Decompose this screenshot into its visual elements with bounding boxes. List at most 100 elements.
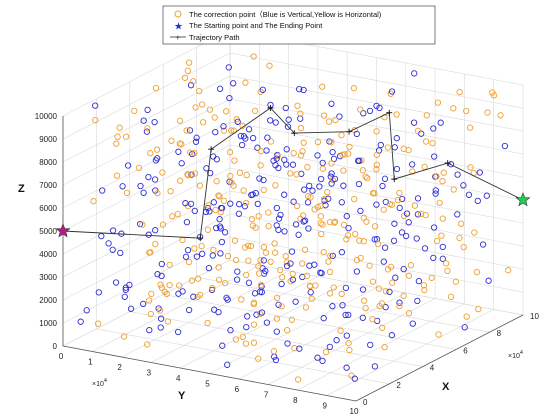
correction-point: [373, 151, 381, 158]
correction-point: [185, 172, 192, 179]
correction-point: [320, 249, 327, 256]
correction-point: [236, 169, 244, 176]
correction-point: [157, 315, 165, 322]
correction-point: [206, 106, 214, 113]
correction-point: [317, 269, 324, 276]
x-axis-label: X: [442, 381, 450, 393]
axes: 0100020003000400050006000700080009000100…: [35, 112, 540, 416]
correction-point: [159, 221, 167, 228]
correction-point: [414, 127, 422, 135]
correction-point: [206, 208, 213, 215]
correction-point: [359, 286, 367, 293]
correction-point: [199, 119, 207, 126]
z-axis-label: Z: [18, 183, 25, 195]
correction-point: [409, 161, 416, 168]
correction-point: [301, 217, 309, 224]
correction-point: [326, 268, 334, 276]
correction-point: [360, 110, 367, 117]
correction-point: [238, 296, 245, 303]
correction-point: [174, 210, 181, 218]
correction-point: [371, 223, 379, 230]
correction-point: [458, 220, 465, 227]
end-point-star-icon: [515, 192, 531, 207]
correction-point: [209, 252, 216, 259]
correction-point: [271, 353, 278, 360]
correction-point: [288, 248, 296, 255]
correction-point: [232, 336, 240, 343]
correction-point: [114, 133, 121, 140]
correction-point: [290, 198, 297, 205]
correction-point: [234, 118, 241, 125]
correction-point: [299, 148, 306, 155]
correction-point: [210, 199, 217, 206]
correction-point: [299, 260, 306, 267]
correction-point: [182, 200, 189, 207]
legend-circle-icon: [174, 10, 182, 18]
correction-point: [176, 282, 183, 289]
y-axis-label: Y: [178, 390, 186, 402]
correction-point: [405, 219, 412, 226]
correction-point: [284, 340, 291, 347]
correction-point: [340, 221, 348, 229]
correction-point: [238, 141, 246, 149]
correction-point: [400, 292, 407, 299]
correction-point: [351, 375, 358, 382]
y-tick-label: 7: [264, 391, 269, 400]
correction-point: [131, 107, 138, 115]
correction-point: [260, 243, 268, 251]
correction-point: [193, 253, 201, 260]
correction-point: [199, 250, 206, 257]
correction-point: [345, 150, 352, 157]
correction-point: [301, 246, 309, 253]
waypoint-marker: [346, 128, 353, 135]
correction-point: [263, 319, 271, 326]
correction-point: [154, 190, 161, 197]
correction-point: [289, 161, 297, 168]
correction-point: [140, 300, 147, 308]
left-wall-grid-line: [62, 75, 231, 163]
correction-point: [191, 150, 198, 157]
correction-point: [329, 148, 336, 156]
correction-point: [191, 207, 198, 215]
correction-point: [353, 130, 360, 138]
correction-point: [167, 188, 174, 195]
correction-point: [209, 284, 216, 292]
correction-point: [396, 302, 403, 310]
correction-point: [283, 262, 291, 270]
correction-point: [386, 200, 393, 208]
correction-point: [294, 376, 302, 383]
correction-point: [331, 219, 338, 226]
correction-point: [320, 112, 328, 119]
correction-point: [285, 116, 292, 123]
scatter-points: [77, 53, 512, 383]
correction-point: [144, 106, 151, 114]
correction-point: [350, 85, 358, 92]
correction-point: [456, 88, 463, 96]
correction-point: [188, 277, 196, 284]
correction-point: [273, 155, 280, 162]
correction-point: [434, 99, 442, 106]
correction-point: [420, 282, 428, 289]
correction-point: [273, 294, 281, 301]
correction-point: [242, 79, 249, 86]
correction-point: [258, 309, 266, 316]
correction-point: [250, 300, 257, 308]
correction-point: [297, 125, 305, 132]
correction-point: [373, 166, 380, 173]
correction-point: [320, 315, 327, 322]
correction-point: [339, 151, 346, 158]
correction-point: [413, 235, 420, 242]
correction-point: [196, 291, 204, 299]
correction-point: [405, 309, 413, 317]
correction-point: [181, 74, 189, 81]
correction-point: [211, 114, 218, 121]
correction-point: [140, 189, 147, 196]
x-tick-label: 6: [463, 346, 468, 355]
x-axis-line: [355, 314, 524, 402]
correction-point: [439, 215, 446, 222]
correction-point: [328, 100, 335, 107]
correction-point: [414, 211, 422, 218]
correction-point: [311, 206, 318, 213]
correction-point: [316, 183, 323, 190]
correction-point: [437, 119, 444, 126]
